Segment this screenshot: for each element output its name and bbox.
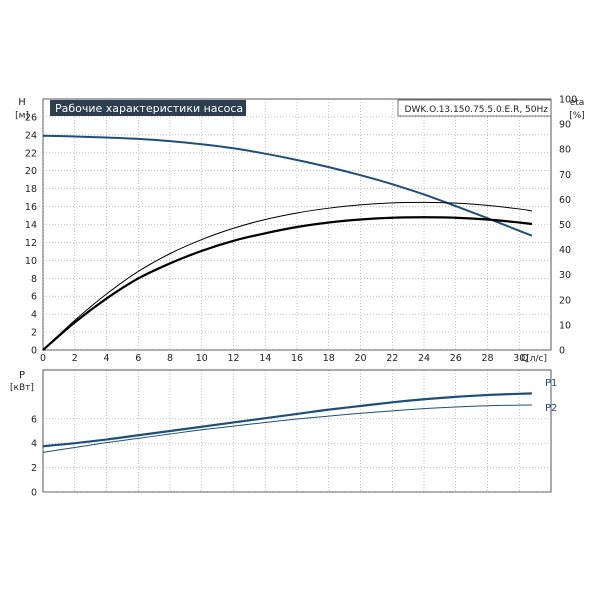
model-label-box xyxy=(397,99,552,117)
p-tick-label: 4 xyxy=(31,439,37,450)
head-curve xyxy=(42,134,533,237)
y-tick-label: 22 xyxy=(25,148,37,159)
p-axis-unit: [кВт] xyxy=(10,383,34,393)
y2-axis-unit: [%] xyxy=(569,111,585,121)
y2-tick-label: 60 xyxy=(559,195,571,206)
y2-tick-label: 90 xyxy=(559,120,571,131)
chart-title: Рабочие характеристики насоса xyxy=(55,102,243,115)
x-tick-label: 20 xyxy=(354,353,366,364)
y-axis-unit: [м] xyxy=(15,111,29,121)
x-tick-label: 2 xyxy=(72,353,78,364)
y-tick-label: 10 xyxy=(25,256,37,267)
p-axis-label: P xyxy=(19,370,25,381)
x-tick-label: 24 xyxy=(418,353,430,364)
efficiency-curve-thin xyxy=(42,201,533,351)
y-tick-label: 14 xyxy=(25,220,37,231)
x-tick-label: 16 xyxy=(291,353,303,364)
y-tick-label: 0 xyxy=(31,346,37,357)
y-tick-label: 16 xyxy=(25,202,37,213)
y-tick-label: 8 xyxy=(31,274,37,285)
y2-tick-label: 70 xyxy=(559,170,571,181)
p1-series-label: P1 xyxy=(545,378,557,389)
p-tick-label: 2 xyxy=(31,463,37,474)
x-tick-label: 28 xyxy=(481,353,493,364)
y-tick-label: 12 xyxy=(25,238,37,249)
p2-series-label: P2 xyxy=(545,403,557,414)
x-tick-label: 4 xyxy=(103,353,109,364)
p1-curve xyxy=(42,392,532,448)
p-tick-label: 6 xyxy=(31,414,37,425)
y2-tick-label: 0 xyxy=(559,346,565,357)
y-tick-label: 4 xyxy=(31,310,37,321)
y-tick-label: 6 xyxy=(31,292,37,303)
y-axis-label: H xyxy=(18,97,26,108)
y2-axis-label: eta xyxy=(570,98,585,108)
y2-tick-label: 20 xyxy=(559,295,571,306)
x-tick-label: 10 xyxy=(196,353,208,364)
x-tick-label: 26 xyxy=(450,353,462,364)
y2-tick-label: 30 xyxy=(559,270,571,281)
x-tick-label: 14 xyxy=(259,353,271,364)
p2-curve xyxy=(42,404,532,453)
model-label: DWK.O.13.150.75.5.0.E.R, 50Hz xyxy=(405,105,549,115)
x-axis-label: Q xyxy=(521,353,528,364)
y-tick-label: 2 xyxy=(31,328,37,339)
y-tick-label: 20 xyxy=(25,166,37,177)
y2-tick-label: 10 xyxy=(559,320,571,331)
y-tick-label: 18 xyxy=(25,184,37,195)
chart-title-box xyxy=(50,100,246,116)
y2-tick-label: 40 xyxy=(559,245,571,256)
x-tick-label: 8 xyxy=(167,353,173,364)
y2-tick-label: 80 xyxy=(559,145,571,156)
y-tick-label: 24 xyxy=(25,130,37,141)
efficiency-curve-thick xyxy=(42,216,533,351)
bottom-plot-frame xyxy=(42,369,552,493)
x-tick-label: 30 xyxy=(513,353,525,364)
y2-tick-label: 50 xyxy=(559,220,571,231)
x-tick-label: 6 xyxy=(135,353,141,364)
x-tick-label: 18 xyxy=(323,353,335,364)
y-tick-label: 26 xyxy=(25,112,37,123)
p-tick-label: 0 xyxy=(31,488,37,499)
y2-tick-label: 100 xyxy=(559,95,577,106)
x-axis-unit: [л/с] xyxy=(526,354,547,364)
x-tick-label: 22 xyxy=(386,353,398,364)
x-tick-label: 12 xyxy=(227,353,239,364)
x-tick-label: 0 xyxy=(40,353,46,364)
